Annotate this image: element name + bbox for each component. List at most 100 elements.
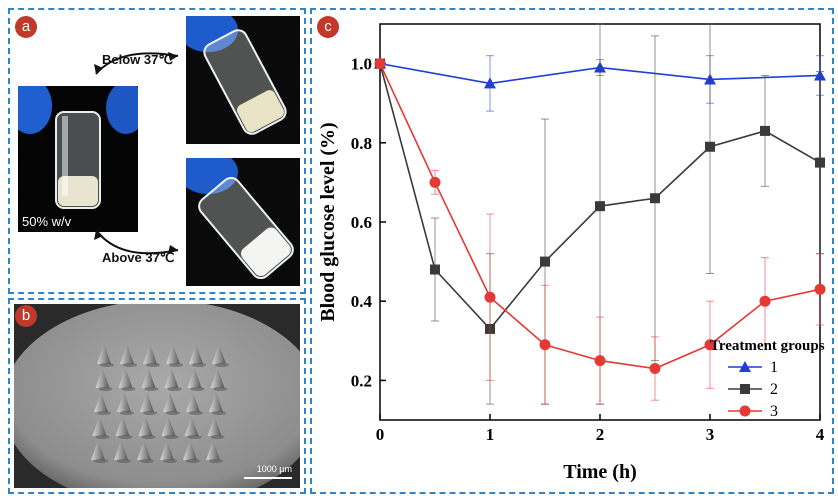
x-tick-label: 0	[376, 425, 385, 444]
microneedle	[118, 368, 133, 388]
y-tick-label: 0.4	[351, 292, 373, 311]
data-point	[760, 125, 770, 136]
concentration-label: 50% w/v	[22, 214, 72, 229]
microneedle-shadow	[164, 435, 179, 439]
microneedle	[184, 416, 199, 436]
data-point	[759, 295, 771, 307]
y-tick-label: 0.2	[351, 371, 372, 390]
y-tick-label: 0.6	[351, 213, 372, 232]
microneedle	[207, 416, 222, 436]
x-tick-label: 2	[596, 425, 605, 444]
microneedle	[91, 440, 105, 460]
microneedle-shadow	[210, 435, 225, 439]
vial-photo-above	[186, 158, 300, 286]
microneedle-shadow	[95, 435, 110, 439]
legend-title: Treatment groups	[710, 338, 825, 354]
data-point	[595, 201, 605, 212]
data-point	[704, 339, 716, 351]
x-tick-label: 3	[706, 425, 715, 444]
panel-c-badge: c	[317, 16, 339, 38]
microneedle	[92, 416, 107, 436]
x-tick-label: 1	[486, 425, 495, 444]
microneedle	[97, 344, 111, 364]
microneedle-sem-image: 1000 µm	[14, 304, 300, 488]
tilted-vial-liquid	[186, 16, 287, 135]
panel-a: a 50% w/v Below 3	[8, 8, 306, 294]
microneedle	[163, 392, 177, 412]
microneedle-array	[14, 304, 300, 488]
microneedle-shadow	[143, 411, 157, 415]
microneedle-shadow	[189, 411, 203, 415]
microneedle	[206, 440, 220, 460]
microneedle	[160, 440, 174, 460]
microneedle	[115, 416, 130, 436]
microneedle	[187, 368, 202, 388]
microneedle	[210, 368, 225, 388]
microneedle-shadow	[117, 459, 131, 463]
tilted-vial-gel	[186, 158, 294, 280]
microneedle-shadow	[120, 411, 134, 415]
microneedle	[137, 440, 151, 460]
panel-c: c 0 1 2 3 4 0.2 0.4 0.6 0.8 1.0 Time (h) Blood gluc…	[310, 8, 834, 494]
legend-label: 3	[770, 403, 778, 420]
vial-photo-main: 50% w/v	[18, 86, 138, 232]
microneedle	[95, 368, 110, 388]
microneedle	[141, 368, 156, 388]
microneedle-shadow	[118, 435, 133, 439]
legend-marker	[739, 361, 751, 372]
microneedle-shadow	[140, 459, 154, 463]
microneedle-shadow	[186, 459, 200, 463]
microneedle-shadow	[94, 459, 108, 463]
data-point	[594, 355, 606, 367]
microneedle	[143, 344, 157, 364]
microneedle-shadow	[123, 363, 137, 367]
microneedle-shadow	[209, 459, 223, 463]
data-point	[649, 363, 661, 375]
microneedle-shadow	[146, 363, 160, 367]
data-point	[815, 157, 825, 168]
y-axis-label: Blood glucose level (%)	[317, 122, 339, 321]
panel-b-badge: b	[15, 305, 37, 327]
data-point	[705, 141, 715, 152]
scale-bar-label: 1000 µm	[256, 464, 292, 474]
microneedle	[166, 344, 180, 364]
microneedle-shadow	[144, 387, 159, 391]
microneedle	[183, 440, 197, 460]
microneedle-shadow	[97, 411, 111, 415]
microneedle	[94, 392, 108, 412]
microneedle-shadow	[98, 387, 113, 391]
data-point	[650, 193, 660, 204]
legend-label: 2	[770, 381, 778, 398]
microneedle	[189, 344, 203, 364]
series-3	[374, 58, 826, 405]
vial-photo-below	[186, 16, 300, 144]
microneedle-shadow	[121, 387, 136, 391]
microneedle-shadow	[100, 363, 114, 367]
panel-a-badge: a	[15, 16, 37, 38]
microneedle-shadow	[213, 387, 228, 391]
microneedle	[209, 392, 223, 412]
microneedle-shadow	[212, 411, 226, 415]
x-tick-label: 4	[816, 425, 825, 444]
microneedle	[186, 392, 200, 412]
data-point	[484, 291, 496, 303]
microneedle-shadow	[141, 435, 156, 439]
microneedle-shadow	[187, 435, 202, 439]
legend-marker	[740, 384, 750, 394]
x-axis-label: Time (h)	[563, 461, 637, 483]
microneedle-shadow	[166, 411, 180, 415]
microneedle	[138, 416, 153, 436]
data-point	[814, 283, 826, 295]
microneedle-shadow	[163, 459, 177, 463]
panel-b: 1000 µm b	[8, 298, 306, 494]
microneedle	[161, 416, 176, 436]
data-point	[539, 339, 551, 351]
microneedle	[117, 392, 131, 412]
microneedle-shadow	[169, 363, 183, 367]
y-tick-label: 0.8	[351, 134, 372, 153]
blood-glucose-chart: 0 1 2 3 4 0.2 0.4 0.6 0.8 1.0 Time (h) Blood glucos…	[317, 23, 826, 483]
legend-label: 1	[770, 359, 778, 376]
above-temperature-caption: Above 37℃	[102, 250, 175, 265]
microneedle	[114, 440, 128, 460]
y-tick-label: 1.0	[351, 55, 372, 74]
